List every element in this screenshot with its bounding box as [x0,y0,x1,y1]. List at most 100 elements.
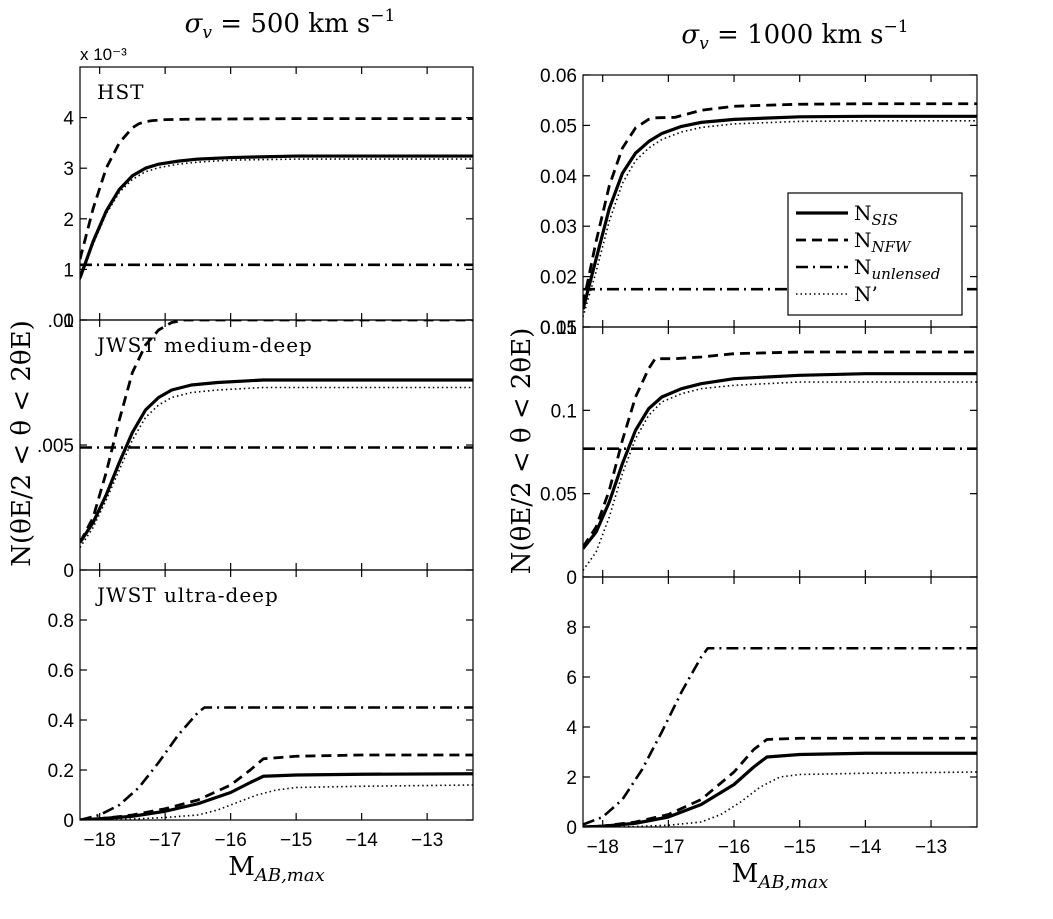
series-nnfw [80,117,473,260]
series-n [80,386,473,548]
xlabel-base: M [228,852,255,882]
series-group [80,706,473,820]
title-text: = 1000 km s [709,20,884,50]
series-group [80,320,473,548]
x-tick-label: −18 [84,830,116,851]
y-axis-label: N(θE/2 < θ < 2θE) [507,328,537,574]
series-nnfw [80,753,473,820]
column-title: σv = 500 km s−1 [185,6,396,43]
y-tick-label: 1 [63,260,74,281]
column-title: σv = 1000 km s−1 [681,17,908,54]
y-axis-label: N(θE/2 < θ < 2θE) [7,320,37,566]
y-tick-label: 8 [566,618,577,639]
y-tick-label: 0 [566,818,577,839]
title-sigma: σ [681,20,700,50]
series-nsis [583,372,977,550]
series-group [583,646,977,827]
x-tick-label: −15 [784,837,816,858]
x-axis-label: MAB,max [228,852,325,886]
xlabel-subscript: AB,max [253,865,325,886]
legend-label: NNFW [854,228,912,256]
x-tick-label: −13 [411,830,443,851]
series-n [583,381,977,571]
series-group [583,350,977,571]
x-tick-label: −17 [149,830,181,851]
legend-label-base: N [854,228,872,252]
series-nsis [80,154,473,279]
panel-frame [79,66,474,321]
series-nsis [80,378,473,544]
legend-label-base: N [854,255,872,279]
panel-frame [79,569,474,821]
y-tick-label: 2 [566,768,577,789]
xlabel-subscript: AB,max [756,872,828,893]
title-subscript: v [699,34,709,54]
x-tick-label: −14 [346,830,379,851]
series-nunlensed [583,646,977,826]
title-superscript: −1 [370,6,395,26]
series-group [80,117,473,280]
panel-frame [582,326,978,578]
legend-label: NSIS [854,201,898,229]
series-n [583,120,977,318]
panel-label: HST [97,80,144,104]
y-tick-label: 0 [63,311,74,332]
panel-1-1: 0 1 2 3 4 HST [63,66,474,332]
series-n [80,784,473,820]
series-nnfw [583,736,977,827]
panel-frame [582,576,978,828]
y-tick-label: 0.01 [540,318,577,339]
y-tick-label: 0.6 [48,661,74,682]
legend-label-subscript: SIS [872,211,898,229]
series-nsis [583,751,977,827]
title-sigma: σ [185,9,204,39]
y-tick-label: 6 [566,668,577,689]
legend-label: Nunlensed [854,255,940,283]
y-tick-label: 2 [63,210,74,231]
legend-label: N’ [854,282,878,306]
series-n [80,158,473,280]
column-2: σv = 1000 km s−1 0.01 0.02 0.03 0.04 0.05 0.06… [507,17,978,893]
y-tick-label: 0.04 [540,167,577,188]
column-1: σv = 500 km s−1 0 1 2 3 4 HST 0 .005 .01 JWST medi… [7,6,474,886]
series-nnfw [583,102,977,305]
series-nnfw [80,320,473,544]
y-tick-label: 0.05 [540,116,577,137]
legend-label-subscript: unlensed [872,265,941,283]
exponent-label: x 10⁻³ [80,45,127,64]
y-tick-label: .01 [48,311,74,332]
y-tick-label: 0 [63,561,74,582]
y-tick-label: 0.4 [48,711,75,732]
y-tick-label: 0 [566,568,577,589]
y-tick-label: 4 [566,718,577,739]
x-tick-label: −17 [652,837,684,858]
series-nsis [583,114,977,310]
y-tick-label: 0.2 [48,761,74,782]
x-tick-label: −16 [215,830,247,851]
legend-label-base: N [854,201,872,225]
x-tick-label: −16 [718,837,750,858]
series-nsis [80,772,473,820]
x-tick-label: −14 [849,837,882,858]
series-group [583,102,977,318]
y-tick-label: 0.02 [540,268,577,289]
y-tick-label: 4 [63,109,74,130]
x-axis-label: MAB,max [732,859,829,893]
y-tick-label: .005 [37,436,74,457]
series-nunlensed [80,706,473,820]
title-superscript: −1 [884,17,909,37]
series-n [583,771,977,827]
x-tick-label: −18 [587,837,619,858]
x-tick-label: −15 [280,830,312,851]
y-tick-label: 0.1 [551,401,577,422]
panel-1-2: 0 .005 .01 JWST medium-deep [37,311,474,582]
xlabel-base: M [732,859,759,889]
y-tick-label: 0 [63,811,74,832]
y-tick-label: 0.8 [48,611,74,632]
panel-2-3: 0 2 4 6 8 [566,576,978,839]
panel-1-3: 0 0.2 0.4 0.6 0.8 JWST ultra-deep [48,569,474,832]
legend-label-base: N’ [854,282,878,306]
y-tick-label: 0.03 [540,217,577,238]
